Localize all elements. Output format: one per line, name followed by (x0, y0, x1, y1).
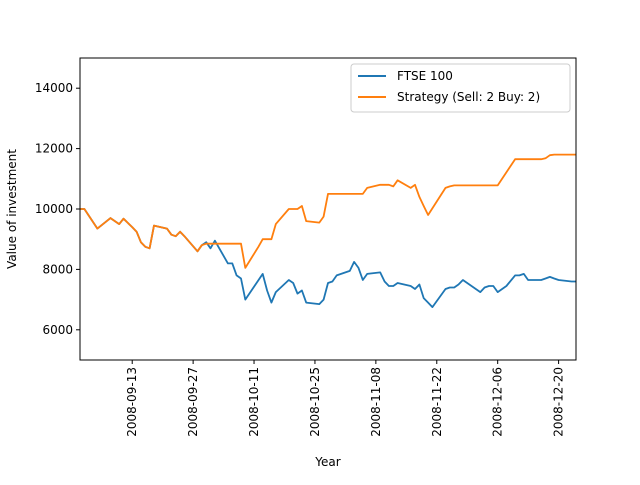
x-tick-label: 2008-12-20 (552, 367, 566, 437)
y-tick-label: 8000 (42, 262, 73, 276)
legend-label-ftse-100: FTSE 100 (397, 69, 453, 83)
y-tick-label: 14000 (35, 81, 73, 95)
x-tick-label: 2008-09-13 (125, 367, 139, 437)
y-axis-label: Value of investment (5, 149, 19, 269)
y-axis-ticks: 6000 8000 10000 12000 14000 (35, 81, 80, 337)
x-tick-label: 2008-12-06 (491, 367, 505, 437)
legend-box (350, 63, 571, 113)
series-line-strategy (80, 153, 576, 269)
series-lines (80, 153, 576, 309)
legend-label-strategy: Strategy (Sell: 2 Buy: 2) (397, 90, 540, 104)
x-tick-label: 2008-09-27 (186, 367, 200, 437)
x-tick-label: 2008-10-11 (247, 367, 261, 437)
legend: FTSE 100 Strategy (Sell: 2 Buy: 2) (350, 63, 571, 113)
x-tick-label: 2008-10-25 (308, 367, 322, 437)
x-tick-label: 2008-11-08 (369, 367, 383, 437)
y-tick-label: 12000 (35, 142, 73, 156)
y-tick-label: 6000 (42, 323, 73, 337)
y-tick-label: 10000 (35, 202, 73, 216)
x-tick-label: 2008-11-22 (430, 367, 444, 437)
x-axis-label: Year (314, 455, 340, 469)
x-axis-ticks: 2008-09-13 2008-09-27 2008-10-11 2008-10-25… (125, 360, 566, 437)
plot-frame (79, 57, 577, 361)
